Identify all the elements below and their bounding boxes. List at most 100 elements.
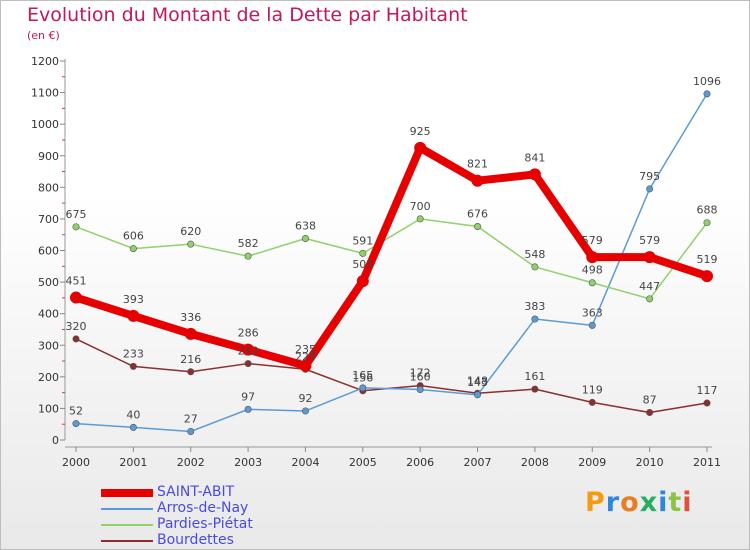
data-point — [301, 407, 309, 415]
logo-letter: x — [639, 487, 659, 518]
legend-item-saint-abit: SAINT-ABIT — [101, 484, 361, 501]
logo-letter: r — [605, 487, 621, 518]
y-tick-label: 200 — [38, 371, 59, 384]
data-point — [474, 391, 482, 399]
y-tick-label: 100 — [38, 402, 59, 415]
x-tick-label: 2009 — [578, 456, 606, 469]
data-point — [127, 309, 140, 322]
data-point — [588, 279, 596, 287]
data-label: 620 — [180, 225, 201, 238]
data-point — [242, 343, 255, 356]
data-label: 688 — [697, 204, 718, 217]
data-label: 119 — [582, 383, 603, 396]
data-point — [646, 185, 654, 193]
x-tick-label: 2003 — [234, 456, 262, 469]
data-label: 451 — [66, 275, 87, 288]
legend-item-bourdettes: Bourdettes — [101, 532, 361, 549]
data-label: 638 — [295, 219, 316, 232]
y-tick-label: 600 — [38, 245, 59, 258]
legend-label: SAINT-ABIT — [157, 484, 235, 500]
data-point — [474, 222, 482, 230]
chart-subtitle: (en €) — [27, 29, 60, 42]
data-label: 700 — [410, 200, 431, 213]
data-point — [356, 275, 369, 288]
x-tick-label: 2002 — [177, 456, 205, 469]
y-tick-label: 300 — [38, 339, 59, 352]
x-tick-label: 2007 — [464, 456, 492, 469]
series-line-pardies-piétat — [75, 218, 708, 300]
data-label: 393 — [123, 293, 144, 306]
data-point — [299, 359, 312, 372]
data-label: 447 — [639, 280, 660, 293]
data-point — [72, 420, 80, 428]
series-line-arros-de-nay — [75, 93, 708, 433]
y-tick-label: 400 — [38, 308, 59, 321]
data-label: 320 — [66, 320, 87, 333]
data-label: 97 — [241, 390, 255, 403]
legend-label: Bourdettes — [157, 532, 234, 548]
y-tick-label: 1000 — [31, 118, 59, 131]
y-tick-label: 1100 — [31, 87, 59, 100]
logo-letter: P — [585, 487, 606, 518]
data-label: 503 — [352, 258, 373, 271]
series-line-saint-abit — [72, 143, 711, 370]
data-point — [187, 240, 195, 248]
data-point — [531, 315, 539, 323]
data-label: 582 — [238, 237, 259, 250]
data-label: 172 — [410, 367, 431, 380]
data-label: 216 — [180, 353, 201, 366]
data-label: 675 — [66, 208, 87, 221]
y-tick-label: 800 — [38, 181, 59, 194]
data-point — [531, 385, 539, 393]
data-label: 579 — [582, 234, 603, 247]
data-label: 925 — [410, 125, 431, 138]
data-label: 160 — [410, 370, 431, 383]
series-line-bourdettes — [75, 338, 708, 414]
data-label: 161 — [524, 370, 545, 383]
x-tick-label: 2000 — [62, 456, 90, 469]
x-tick-label: 2010 — [636, 456, 664, 469]
data-label: 242 — [238, 345, 259, 358]
data-label: 795 — [639, 170, 660, 183]
logo-letter: i — [658, 487, 669, 518]
data-label: 606 — [123, 230, 144, 243]
data-label: 519 — [697, 253, 718, 266]
data-label: 233 — [123, 347, 144, 360]
y-tick-label: 500 — [38, 276, 59, 289]
data-point — [643, 251, 656, 264]
legend-swatch — [101, 540, 153, 542]
legend-label: Pardies-Piétat — [157, 516, 253, 532]
y-tick-label: 700 — [38, 213, 59, 226]
x-tick-label: 2006 — [406, 456, 434, 469]
data-point — [129, 423, 137, 431]
data-label: 1096 — [693, 75, 721, 88]
data-label: 336 — [180, 311, 201, 324]
data-point — [531, 263, 539, 271]
legend-item-arros-de-nay: Arros-de-Nay — [101, 500, 361, 517]
data-point — [414, 141, 427, 154]
data-label: 148 — [467, 374, 488, 387]
data-point — [129, 362, 137, 370]
data-label: 841 — [524, 151, 545, 164]
data-label: 821 — [467, 158, 488, 171]
data-point — [528, 168, 541, 181]
logo-letter: t — [668, 487, 683, 518]
data-point — [416, 385, 424, 393]
proxiti-logo: Proxiti — [585, 487, 693, 518]
data-point — [588, 398, 596, 406]
data-point — [187, 368, 195, 376]
data-point — [359, 384, 367, 392]
data-label: 117 — [697, 384, 718, 397]
data-label: 676 — [467, 207, 488, 220]
data-point — [703, 90, 711, 98]
data-label: 52 — [69, 405, 83, 418]
data-point — [471, 174, 484, 187]
data-point — [586, 251, 599, 264]
data-point — [301, 234, 309, 242]
data-point — [70, 291, 82, 304]
x-tick-label: 2011 — [693, 456, 721, 469]
data-label: 383 — [524, 300, 545, 313]
data-label: 286 — [238, 327, 259, 340]
